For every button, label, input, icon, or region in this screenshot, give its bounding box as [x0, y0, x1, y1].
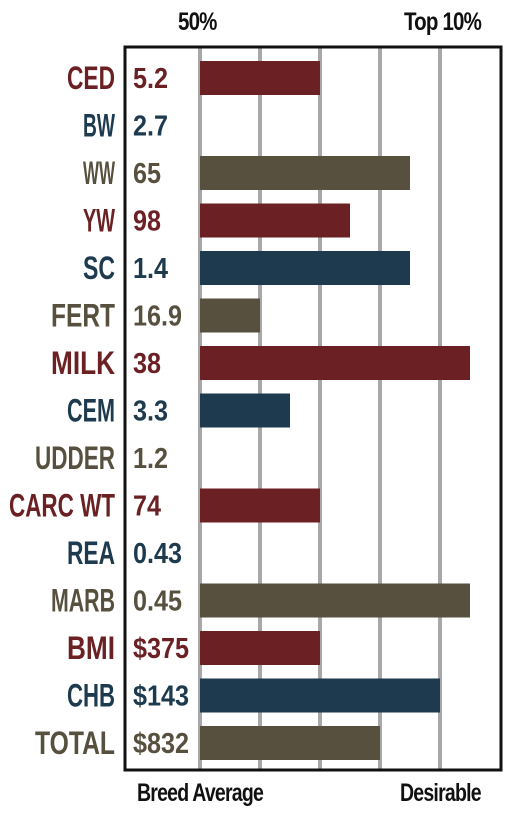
value-label-bmi: $375 [133, 633, 189, 665]
bar-milk [200, 346, 470, 380]
bar-ww [200, 156, 410, 190]
trait-label-marb: MARB [51, 583, 115, 619]
bars [200, 61, 470, 760]
value-label-fert: 16.9 [133, 301, 182, 333]
bar-bmi [200, 631, 320, 665]
value-label-ced: 5.2 [133, 63, 168, 95]
bar-total [200, 726, 380, 760]
value-label-bw: 2.7 [133, 111, 168, 143]
trait-label-rea: REA [67, 535, 115, 571]
trait-label-udder: UDDER [35, 440, 115, 476]
bar-fert [200, 298, 260, 333]
value-label-marb: 0.45 [133, 586, 182, 618]
trait-label-cem: CEM [67, 393, 115, 429]
bar-yw [200, 203, 350, 238]
bar-chb [200, 678, 440, 713]
trait-label-bmi: BMI [67, 630, 115, 666]
trait-label-fert: FERT [51, 298, 115, 334]
value-label-udder: 1.2 [133, 443, 168, 475]
value-label-cem: 3.3 [133, 396, 168, 428]
value-label-yw: 98 [133, 206, 161, 238]
bar-marb [200, 583, 470, 618]
trait-label-ww: WW [83, 155, 115, 191]
trait-label-milk: MILK [51, 345, 115, 381]
bar-cem [200, 393, 290, 428]
value-label-sc: 1.4 [133, 253, 168, 285]
value-label-chb: $143 [133, 681, 189, 713]
row-labels: CED 5.2 BW 2.7 WW 65 YW 98 SC 1.4 FERT 16.9 MILK 38 CE… [9, 60, 189, 761]
trait-label-total: TOTAL [35, 725, 115, 761]
header-top-ten-label: Top 10% [404, 8, 482, 36]
value-label-total: $832 [133, 728, 189, 760]
trait-label-chb: CHB [67, 678, 115, 714]
trait-label-bw: BW [83, 108, 115, 144]
footer-breed-average-label: Breed Average [137, 779, 264, 807]
chart-frame [123, 45, 503, 772]
bar-carc-wt [200, 488, 320, 523]
bar-sc [200, 251, 410, 285]
footer-desirable-label: Desirable [400, 779, 482, 807]
header-fifty-percent-label: 50% [178, 8, 217, 36]
value-label-rea: 0.43 [133, 538, 182, 570]
trait-label-carc-wt: CARC WT [9, 488, 115, 524]
value-label-carc-wt: 74 [133, 491, 161, 523]
value-label-milk: 38 [133, 348, 161, 380]
trait-label-sc: SC [83, 250, 115, 286]
trait-label-ced: CED [67, 60, 115, 96]
value-label-ww: 65 [133, 158, 161, 190]
trait-label-yw: YW [83, 203, 115, 239]
bar-ced [200, 61, 320, 95]
